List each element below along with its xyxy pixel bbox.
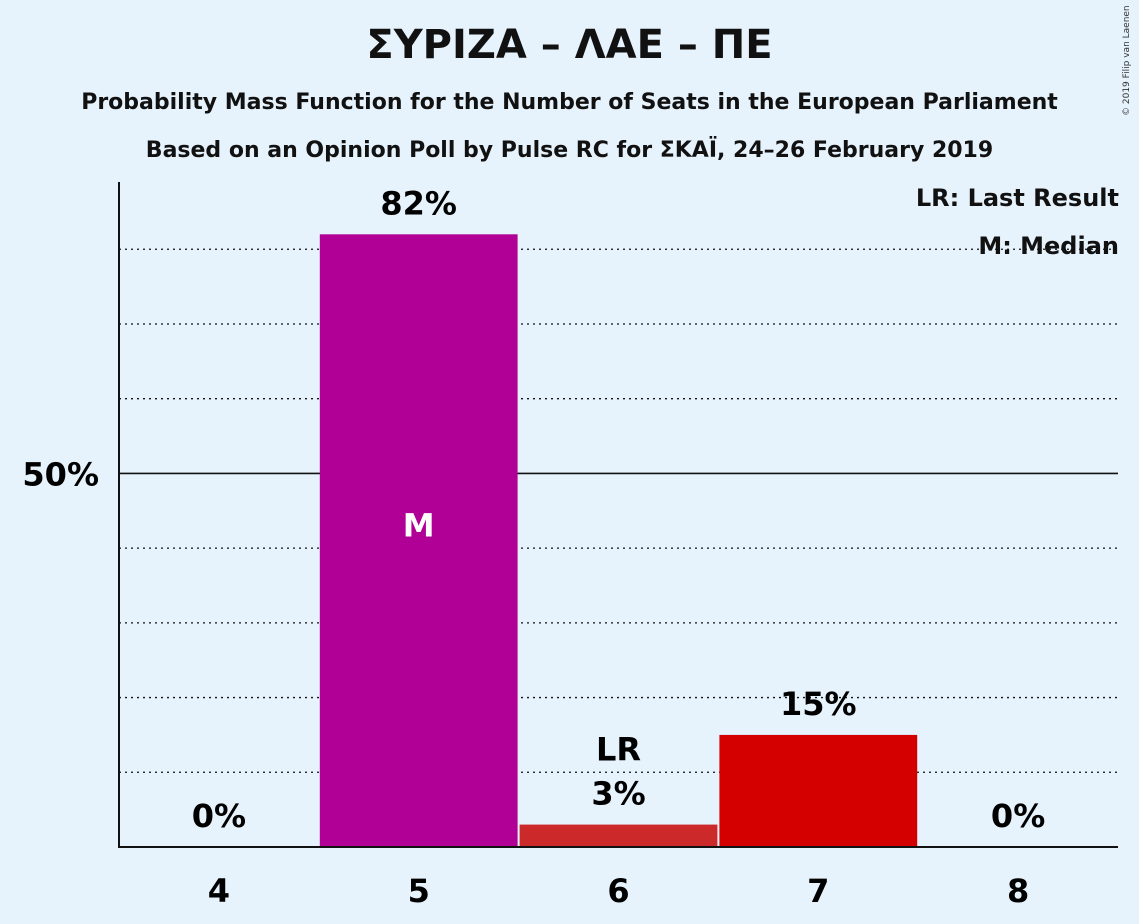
x-tick-label: 8 <box>1007 872 1029 910</box>
x-tick-label: 6 <box>607 872 629 910</box>
legend-last-result: LR: Last Result <box>915 184 1119 212</box>
chart-title: ΣΥΡΙΖΑ – ΛΑΕ – ΠΕ <box>366 22 773 68</box>
chart-subtitle-source: Based on an Opinion Poll by Pulse RC for… <box>145 138 994 163</box>
data-label: 3% <box>591 775 645 813</box>
data-label: 0% <box>192 797 246 835</box>
bar <box>319 234 518 848</box>
x-tick-label: 5 <box>408 872 430 910</box>
bar <box>519 824 718 847</box>
data-label: 82% <box>380 184 457 222</box>
legend-median: M: Median <box>978 232 1119 260</box>
median-marker: M <box>403 507 435 545</box>
x-tick-label: 4 <box>208 872 230 910</box>
data-label: 0% <box>991 797 1045 835</box>
x-tick-label: 7 <box>807 872 829 910</box>
y-tick-label: 50% <box>22 455 99 493</box>
last-result-marker: LR <box>596 731 641 769</box>
chart-subtitle: Probability Mass Function for the Number… <box>81 90 1058 115</box>
data-label: 15% <box>780 685 857 723</box>
bar <box>719 734 918 847</box>
